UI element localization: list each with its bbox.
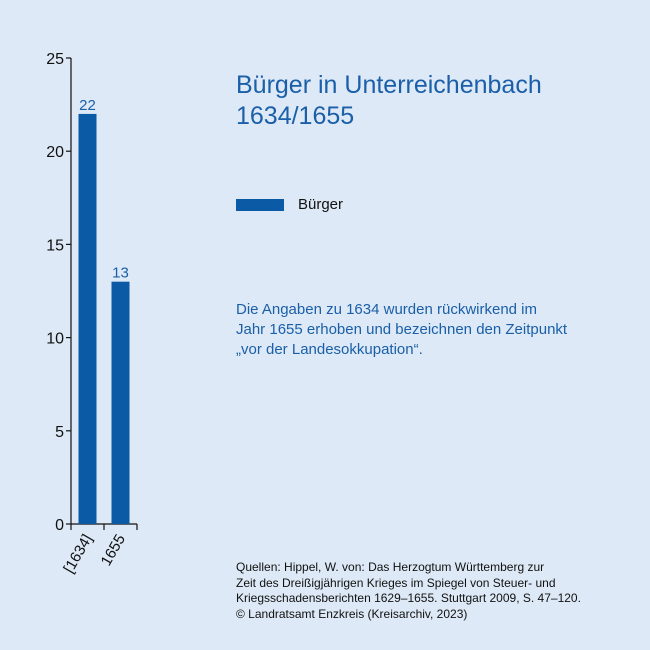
y-tick-label: 5	[55, 424, 64, 441]
bar	[78, 113, 97, 525]
note-line-3: „vor der Landesokkupation“.	[236, 341, 423, 358]
legend-swatch	[236, 198, 284, 211]
data-label: 22	[79, 97, 96, 114]
chart-title: Bürger in Unterreichenbach 1634/1655	[236, 70, 636, 132]
chart-note: Die Angaben zu 1634 wurden rückwirkend i…	[236, 300, 636, 360]
sources-line-3: Kriegsschadensberichten 1629–1655. Stutt…	[236, 591, 581, 605]
legend-label: Bürger	[298, 196, 344, 213]
chart-legend: Bürger	[236, 196, 343, 213]
bar-chart: 0 5 10 15 20 25 [1634] 1655 22 13	[46, 51, 138, 577]
note-line-1: Die Angaben zu 1634 wurden rückwirkend i…	[236, 301, 538, 318]
y-tick-label: 20	[46, 144, 64, 161]
x-tick-label: [1634]	[60, 532, 96, 577]
chart-title-line-1: Bürger in Unterreichenbach	[236, 71, 542, 99]
sources-line-2: Zeit des Dreißigjährigen Krieges im Spie…	[236, 575, 556, 590]
x-tick-label: 1655	[98, 532, 129, 569]
note-line-2: Jahr 1655 erhoben und bezeichnen den Zei…	[236, 321, 568, 338]
chart-title-line-2: 1634/1655	[236, 102, 355, 130]
sources-line-1: Quellen: Hippel, W. von: Das Herzogtum W…	[236, 560, 545, 574]
y-tick-label: 25	[46, 51, 64, 68]
y-tick-label: 15	[46, 237, 64, 254]
copyright-line: © Landratsamt Enzkreis (Kreisarchiv, 202…	[236, 606, 468, 621]
y-tick-label: 10	[46, 331, 64, 348]
data-label: 13	[112, 265, 129, 282]
chart-bars: 22 13	[78, 97, 130, 525]
bar	[111, 281, 130, 524]
chart-sources: Quellen: Hippel, W. von: Das Herzogtum W…	[236, 560, 646, 622]
y-tick-label: 0	[55, 517, 64, 534]
